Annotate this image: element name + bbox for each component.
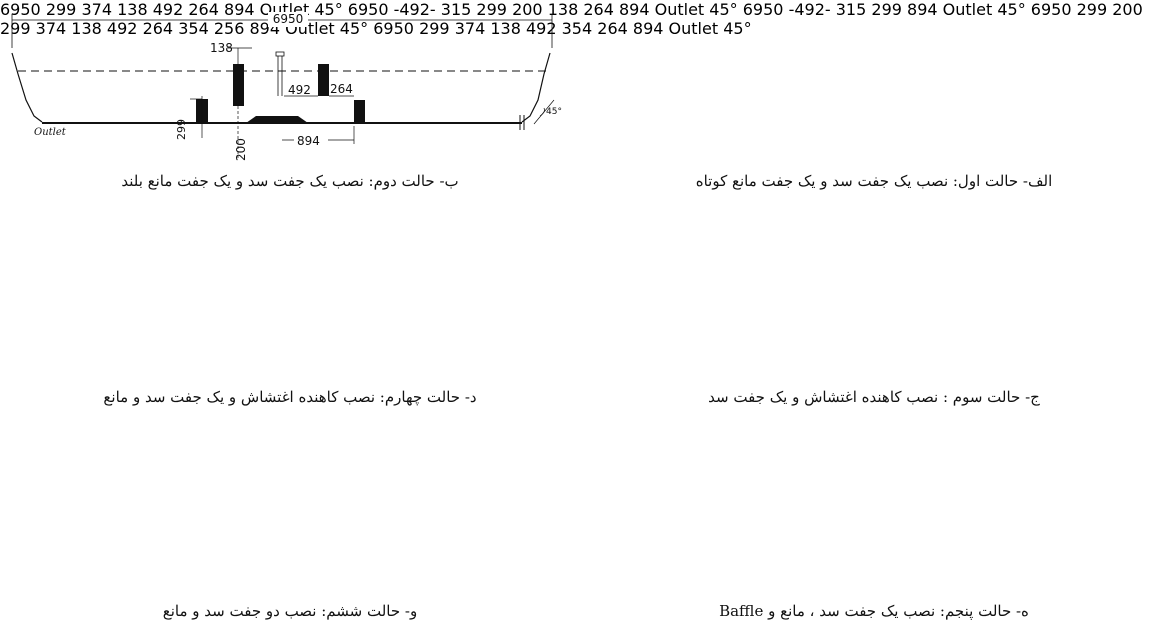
dim-492: 492 [106,19,138,38]
panel-alef: 6950 299 374 138 492 264 894 Outlet 45 [0,0,348,19]
dim-492: 492 [152,0,184,19]
dim-315: 315 [835,0,867,19]
dim-374: 374 [81,0,112,19]
dim-374: 374 [454,19,486,38]
dim-894: 894 [618,0,650,19]
caption-panel-alef: الف- حالت اول: نصب یک جفت سد و یک جفت ما… [695,172,1053,190]
dim-354: 354 [178,19,209,38]
dim-354: 354 [561,19,593,38]
dim-138: 138 [210,41,233,55]
caption-panel-dal: د- حالت چهارم: نصب کاهنده اغتشاش و یک جف… [103,388,477,406]
panel-he: 6950 [373,19,751,38]
dim-492: -492- [788,0,831,19]
angle-label: 45° [709,0,738,19]
dim-200: 200 [234,138,248,161]
total-length-label: 6950 [0,0,41,19]
dim-264: 264 [583,0,614,19]
angle-label: 45° [997,0,1026,19]
panel-jim: 6950 -492- 315 299 894 Outlet 45° [743,0,1031,19]
dim-299: 299 [45,0,77,19]
angle-label: 45° [339,19,369,38]
total-length-label: 6950 [742,0,784,19]
dim-299: 299 [871,0,902,19]
dim-200: 200 [512,0,543,19]
dim-138: 138 [117,0,148,19]
dim-138: 138 [490,19,521,38]
dim-894: 894 [907,0,938,19]
angle-label: 45° [723,19,752,38]
dim-264: 264 [188,0,219,19]
outlet-label: Outlet [942,0,993,19]
dim-138: 138 [547,0,579,19]
dim-299: 299 [419,19,450,38]
dim-894: 894 [224,0,255,19]
total-length-label: 6950 [347,0,389,19]
outlet-label: Outlet [34,127,67,138]
caption-panel-he: ه- حالت پنجم: نصب یک جفت سد ، مانع و Baf… [719,602,1029,620]
panel-dal: 6950 -492- 315 299 200 138 264 894 Out [348,0,743,19]
dim-256: 256 [213,19,245,38]
dim-299: 299 [175,119,188,140]
dim-138: 138 [71,19,102,38]
caption-panel-b: ب- حالت دوم: نصب یک جفت سد و یک جفت مانع… [121,172,459,190]
angle-label: 45° [546,107,562,117]
total-length-label: 6950 [1030,0,1072,19]
total-length-label: 6950 [373,19,414,38]
dim-264: 264 [597,19,628,38]
caption-panel-jim: ج- حالت سوم : نصب کاهنده اغتشاش و یک جفت… [708,388,1040,406]
total-length-label: 6950 [273,12,304,26]
dim-299-a: 299 [1076,0,1108,19]
dim-299: 299 [476,0,507,19]
dim-200: 200 [1112,0,1143,19]
dim-894: 894 [632,19,664,38]
dim-374: 374 [35,19,67,38]
dim-894: 894 [297,134,320,148]
outlet-label: Outlet [654,0,705,19]
dim-264: 264 [330,82,353,96]
angle-label: 45° [314,0,343,19]
dim-492: -492- [393,0,436,19]
dim-264: 264 [142,19,174,38]
dim-492: 492 [525,19,557,38]
caption-panel-vav: و- حالت ششم: نصب دو جفت سد و مانع [162,602,418,620]
panel-b: 6950 299 200 138 492 264 [11,12,562,161]
outlet-label: Outlet [668,19,719,38]
dim-492: 492 [288,83,311,97]
dim-299-b: 299 [0,19,31,38]
dim-315: 315 [440,0,472,19]
